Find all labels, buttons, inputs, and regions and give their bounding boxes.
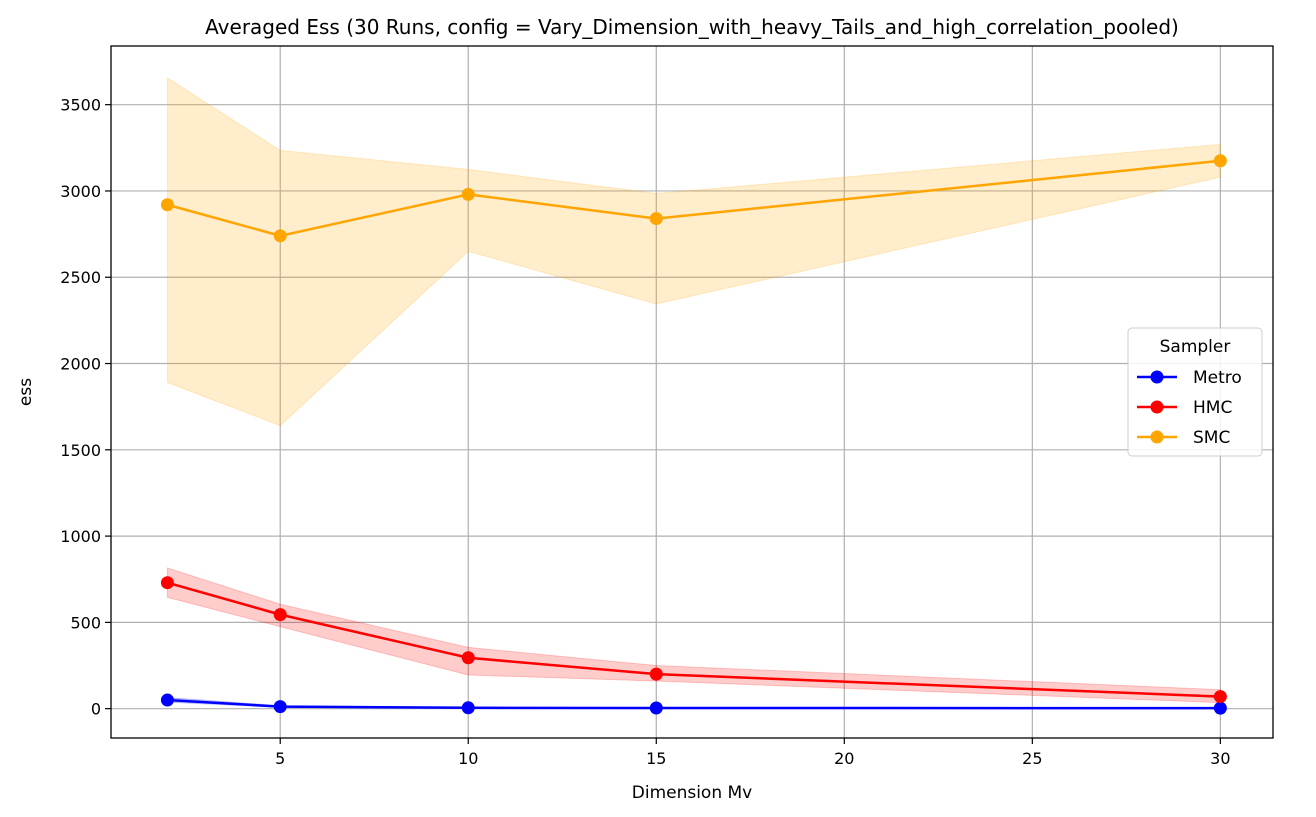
hmc-point (1213, 690, 1227, 704)
legend-smc-label: SMC (1193, 428, 1230, 448)
x-tick-label: 30 (1210, 749, 1230, 768)
y-tick-label: 2000 (60, 355, 101, 374)
x-tick-label: 10 (458, 749, 478, 768)
smc-point (461, 187, 475, 201)
metro-point (461, 701, 475, 715)
x-tick-label: 5 (275, 749, 285, 768)
legend: Sampler Metro HMC SMC (1127, 327, 1263, 457)
x-tick-label: 15 (646, 749, 666, 768)
smc-point (649, 212, 663, 226)
legend-smc-marker (1150, 430, 1164, 444)
legend-hmc-marker (1150, 400, 1164, 414)
x-axis: 5 10 15 20 25 30 (275, 738, 1231, 768)
chart-title: Averaged Ess (30 Runs, config = Vary_Dim… (205, 15, 1179, 39)
metro-point (273, 700, 287, 714)
plot-frame (110, 45, 1274, 739)
smc-point (160, 198, 174, 212)
grid (111, 46, 1273, 738)
y-axis: 0 500 1000 1500 2000 2500 3000 3500 (60, 96, 111, 719)
y-tick-label: 500 (70, 613, 101, 632)
y-tick-label: 3000 (60, 182, 101, 201)
y-tick-label: 3500 (60, 96, 101, 115)
legend-hmc-label: HMC (1193, 398, 1232, 418)
legend-items: Metro HMC SMC (1137, 368, 1242, 448)
legend-box (1127, 327, 1263, 457)
legend-title: Sampler (1160, 337, 1231, 357)
y-tick-label: 1500 (60, 441, 101, 460)
hmc-point (273, 608, 287, 622)
smc-band (166, 77, 1221, 427)
smc-point (1213, 154, 1227, 168)
hmc-point (649, 667, 663, 681)
x-tick-label: 25 (1022, 749, 1042, 768)
y-axis-label: ess (16, 378, 36, 406)
y-tick-label: 2500 (60, 268, 101, 287)
legend-metro-label: Metro (1193, 368, 1242, 388)
series-points (160, 154, 1227, 715)
smc-point (273, 229, 287, 243)
hmc-point (461, 651, 475, 665)
legend-metro-marker (1150, 370, 1164, 384)
y-tick-label: 1000 (60, 527, 101, 546)
metro-point (160, 693, 174, 707)
metro-point (1213, 701, 1227, 715)
metro-point (649, 701, 663, 715)
x-tick-label: 20 (834, 749, 854, 768)
hmc-point (160, 576, 174, 590)
y-tick-label: 0 (91, 700, 101, 719)
x-axis-label: Dimension Mv (632, 783, 753, 803)
